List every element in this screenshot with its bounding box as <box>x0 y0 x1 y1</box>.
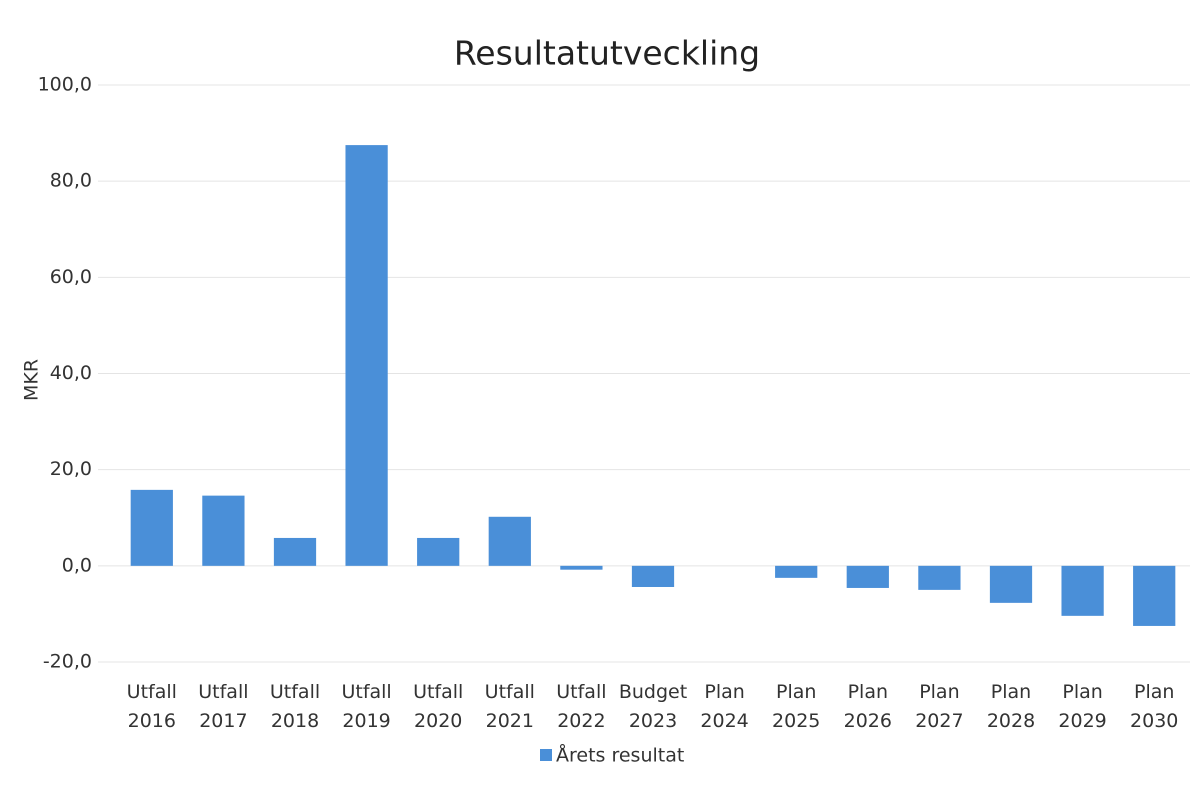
bar <box>560 565 603 570</box>
x-tick-label: Plan 2030 <box>1130 681 1178 732</box>
chart-title: Resultatutveckling <box>454 34 760 73</box>
y-tick-label: 80,0 <box>50 170 92 192</box>
x-tick-label: Utfall 2022 <box>556 681 606 732</box>
x-tick-label: Utfall 2019 <box>341 681 391 732</box>
bar <box>488 516 531 566</box>
y-tick-label: -20,0 <box>43 651 92 673</box>
x-tick-label: Plan 2029 <box>1058 681 1106 732</box>
y-axis-label: MKR <box>21 359 43 401</box>
legend-swatch <box>540 749 552 761</box>
y-tick-label: 60,0 <box>50 266 92 288</box>
x-tick-label: Plan 2027 <box>915 681 963 732</box>
bar <box>202 495 245 566</box>
bar <box>345 145 388 566</box>
y-tick-label: 100,0 <box>38 74 92 96</box>
x-tick-label: Budget 2023 <box>619 681 687 732</box>
x-tick-label: Utfall 2020 <box>413 681 463 732</box>
x-tick-label: Utfall 2021 <box>485 681 535 732</box>
y-tick-label: 20,0 <box>50 458 92 480</box>
bar <box>273 537 317 566</box>
bar <box>1133 565 1176 626</box>
bar <box>417 537 460 566</box>
bar <box>989 565 1033 603</box>
x-tick-label: Utfall 2018 <box>270 681 320 732</box>
bar <box>1061 565 1104 616</box>
bar <box>631 565 675 587</box>
x-tick-label: Plan 2025 <box>772 681 820 732</box>
y-tick-label: 40,0 <box>50 362 92 384</box>
bar <box>130 489 173 566</box>
legend-label: Årets resultat <box>556 744 684 767</box>
bar <box>846 565 889 588</box>
bar <box>918 565 961 590</box>
bar <box>775 565 818 578</box>
x-tick-label: Plan 2024 <box>700 681 748 732</box>
x-tick-label: Utfall 2016 <box>127 681 177 732</box>
x-tick-label: Plan 2028 <box>987 681 1035 732</box>
x-tick-label: Utfall 2017 <box>198 681 248 732</box>
x-tick-label: Plan 2026 <box>844 681 892 732</box>
y-tick-label: 0,0 <box>62 554 92 576</box>
